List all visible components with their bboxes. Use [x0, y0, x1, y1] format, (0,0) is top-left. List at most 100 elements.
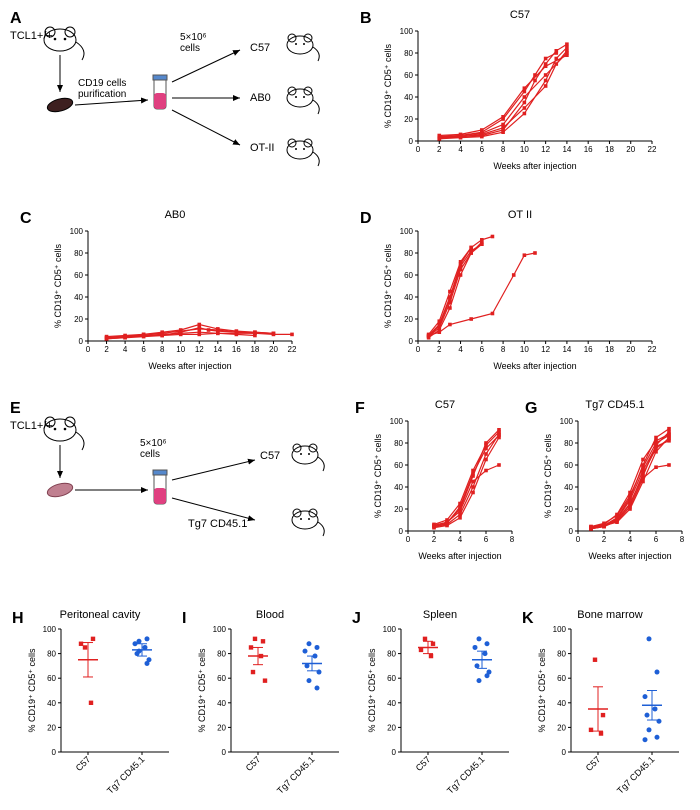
svg-text:8: 8: [510, 535, 515, 544]
svg-text:10: 10: [176, 345, 185, 354]
cells-label: 5×10⁶ cells: [180, 32, 207, 54]
svg-text:80: 80: [387, 650, 396, 659]
svg-text:0: 0: [409, 337, 414, 346]
svg-text:60: 60: [404, 271, 413, 280]
svg-text:4: 4: [628, 535, 633, 544]
svg-text:% CD19⁺ CD5⁺ cells: % CD19⁺ CD5⁺ cells: [373, 433, 383, 518]
svg-text:40: 40: [387, 699, 396, 708]
svg-text:22: 22: [648, 345, 657, 354]
svg-text:80: 80: [404, 249, 413, 258]
svg-text:60: 60: [404, 71, 413, 80]
panel-e-diagram: [10, 400, 340, 560]
svg-text:40: 40: [74, 293, 83, 302]
svg-text:Weeks after injection: Weeks after injection: [418, 551, 501, 561]
panel-i-title: Blood: [195, 609, 345, 621]
svg-text:% CD19⁺ CD5⁺ cells: % CD19⁺ CD5⁺ cells: [383, 43, 393, 128]
panel-c-title: AB0: [50, 209, 300, 221]
panel-d-title: OT II: [380, 209, 660, 221]
tcl1-label: TCL1+/+: [10, 30, 53, 42]
svg-text:2: 2: [432, 535, 437, 544]
panel-f: F C57 02040608010002468% CD19⁺ CD5⁺ cell…: [370, 415, 520, 565]
svg-text:100: 100: [390, 417, 404, 426]
panel-f-label: F: [355, 400, 365, 418]
svg-text:0: 0: [222, 748, 227, 757]
svg-text:60: 60: [394, 461, 403, 470]
svg-text:60: 60: [217, 674, 226, 683]
panel-e: E TCL1+/+ 5×10⁶ cells C57 Tg7 CD45.1: [10, 400, 340, 560]
svg-text:Weeks after injection: Weeks after injection: [148, 361, 231, 371]
svg-text:18: 18: [250, 345, 259, 354]
svg-text:100: 100: [43, 625, 57, 634]
svg-text:% CD19⁺ CD5⁺ cells: % CD19⁺ CD5⁺ cells: [537, 648, 547, 733]
svg-text:6: 6: [480, 145, 485, 154]
svg-text:14: 14: [562, 145, 571, 154]
panel-b-title: C57: [380, 9, 660, 21]
svg-text:100: 100: [560, 417, 574, 426]
panel-g-title: Tg7 CD45.1: [540, 399, 690, 411]
svg-text:14: 14: [213, 345, 222, 354]
svg-text:4: 4: [458, 535, 463, 544]
svg-text:80: 80: [47, 650, 56, 659]
panel-e-label: E: [10, 400, 21, 418]
svg-text:22: 22: [288, 345, 297, 354]
svg-text:% CD19⁺ CD5⁺ cells: % CD19⁺ CD5⁺ cells: [543, 433, 553, 518]
panel-c: C AB0 0204060801000246810121416182022% C…: [50, 225, 300, 375]
panel-j-label: J: [352, 610, 361, 628]
panel-h: H Peritoneal cavity 020406080100% CD19⁺ …: [25, 625, 175, 800]
svg-text:0: 0: [79, 337, 84, 346]
svg-text:20: 20: [626, 345, 635, 354]
svg-text:60: 60: [564, 461, 573, 470]
svg-text:20: 20: [404, 115, 413, 124]
panel-i: I Blood 020406080100% CD19⁺ CD5⁺ cellsC5…: [195, 625, 345, 800]
svg-text:% CD19⁺ CD5⁺ cells: % CD19⁺ CD5⁺ cells: [383, 243, 393, 328]
svg-text:40: 40: [404, 293, 413, 302]
panel-k-title: Bone marrow: [535, 609, 685, 621]
svg-text:2: 2: [437, 145, 442, 154]
c57-label: C57: [250, 42, 270, 54]
svg-text:100: 100: [70, 227, 84, 236]
panel-h-label: H: [12, 610, 24, 628]
svg-text:40: 40: [217, 699, 226, 708]
svg-text:60: 60: [47, 674, 56, 683]
svg-text:C57: C57: [414, 754, 433, 773]
e-cells: 5×10⁶ cells: [140, 438, 167, 460]
svg-text:20: 20: [557, 723, 566, 732]
panel-k-svg: 020406080100% CD19⁺ CD5⁺ cellsC57Tg7 CD4…: [535, 625, 685, 800]
svg-text:100: 100: [383, 625, 397, 634]
panel-k-label: K: [522, 610, 534, 628]
panel-j: J Spleen 020406080100% CD19⁺ CD5⁺ cellsC…: [365, 625, 515, 800]
svg-text:20: 20: [74, 315, 83, 324]
svg-text:6: 6: [141, 345, 146, 354]
e-c57: C57: [260, 450, 280, 462]
svg-text:8: 8: [680, 535, 685, 544]
e-tg7: Tg7 CD45.1: [188, 518, 247, 530]
svg-text:80: 80: [74, 249, 83, 258]
svg-text:100: 100: [553, 625, 567, 634]
svg-text:8: 8: [501, 345, 506, 354]
svg-text:60: 60: [557, 674, 566, 683]
svg-text:80: 80: [394, 439, 403, 448]
svg-text:16: 16: [584, 345, 593, 354]
svg-text:0: 0: [416, 145, 421, 154]
svg-text:6: 6: [484, 535, 489, 544]
svg-text:0: 0: [86, 345, 91, 354]
svg-text:0: 0: [392, 748, 397, 757]
svg-text:0: 0: [576, 535, 581, 544]
svg-text:C57: C57: [584, 754, 603, 773]
panel-f-svg: 02040608010002468% CD19⁺ CD5⁺ cellsWeeks…: [370, 415, 520, 565]
svg-text:10: 10: [520, 145, 529, 154]
svg-text:20: 20: [217, 723, 226, 732]
svg-text:60: 60: [387, 674, 396, 683]
svg-text:0: 0: [562, 748, 567, 757]
panel-k: K Bone marrow 020406080100% CD19⁺ CD5⁺ c…: [535, 625, 685, 800]
panel-a: A TCL1+/+ CD19 cells purification 5×1: [10, 10, 340, 180]
panel-h-svg: 020406080100% CD19⁺ CD5⁺ cellsC57Tg7 CD4…: [25, 625, 175, 800]
svg-text:80: 80: [564, 439, 573, 448]
svg-text:0: 0: [416, 345, 421, 354]
svg-text:Tg7 CD45.1: Tg7 CD45.1: [105, 754, 146, 795]
svg-text:20: 20: [626, 145, 635, 154]
panel-f-title: C57: [370, 399, 520, 411]
svg-text:18: 18: [605, 345, 614, 354]
svg-text:80: 80: [217, 650, 226, 659]
svg-text:16: 16: [584, 145, 593, 154]
